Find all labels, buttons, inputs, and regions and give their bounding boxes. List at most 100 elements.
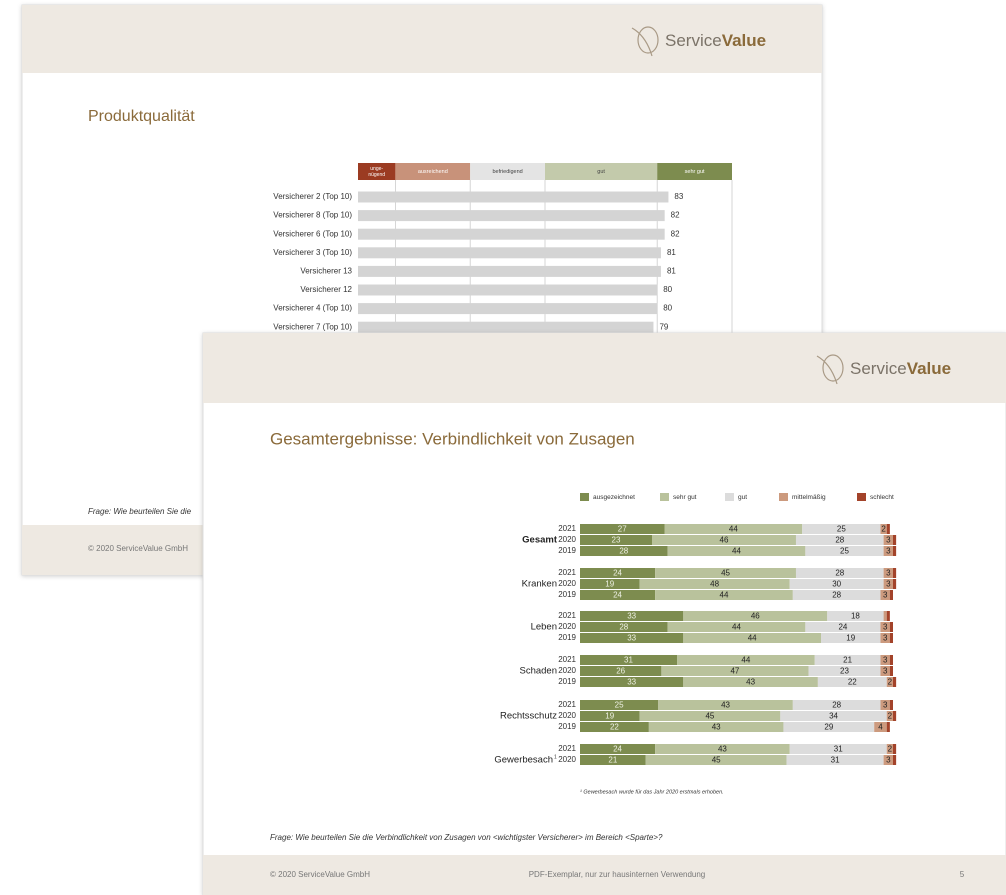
band-label: sehr gut	[685, 169, 705, 175]
bar-segment	[580, 700, 659, 710]
bar-segment	[780, 711, 887, 721]
bar-segment	[805, 546, 884, 556]
category-label: Versicherer 4 (Top 10)	[273, 304, 352, 313]
bar-segment	[893, 568, 897, 578]
bar	[358, 191, 669, 203]
year-label: 2020	[558, 622, 576, 631]
value-label: 44	[748, 634, 757, 643]
bar-segment	[805, 622, 881, 632]
bar-segment	[580, 579, 640, 589]
value-label: 45	[712, 756, 721, 765]
value-label: 2	[888, 745, 893, 754]
bar-segment	[886, 722, 890, 732]
bar-segment	[580, 755, 646, 765]
logo-icon	[816, 355, 838, 385]
bar-segment	[893, 755, 897, 765]
value-label: 3	[886, 580, 891, 589]
bar-segment	[580, 568, 656, 578]
bar	[358, 284, 658, 296]
year-label: 2020	[558, 666, 576, 675]
bar-segment	[893, 744, 897, 754]
value-label: 19	[846, 634, 855, 643]
logo: ServiceValue	[816, 354, 951, 385]
year-label: 2020	[558, 535, 576, 544]
bar-segment	[789, 744, 887, 754]
bar-segment	[886, 711, 893, 721]
bar-segment	[883, 611, 887, 621]
value-label: 24	[838, 623, 847, 632]
bar-segment	[893, 579, 897, 589]
header-band	[22, 5, 822, 73]
bar-segment	[817, 677, 887, 687]
year-label: 2020	[558, 755, 576, 764]
bar-segment	[580, 590, 656, 600]
header-band	[203, 333, 1006, 403]
band-header	[395, 163, 471, 180]
value-label: 24	[613, 569, 622, 578]
value-label: 33	[627, 634, 636, 643]
value-label: 26	[616, 667, 625, 676]
bar-segment	[889, 633, 893, 643]
value-label: 2	[881, 525, 886, 534]
bar-segment	[683, 633, 822, 643]
legend-swatch	[779, 493, 788, 501]
year-label: 2019	[558, 590, 576, 599]
value-label: 24	[613, 745, 622, 754]
year-label: 2021	[558, 655, 576, 664]
value-label: 28	[619, 547, 628, 556]
value-label: 28	[832, 701, 841, 710]
legend-label: mittelmäßig	[792, 494, 826, 501]
bar-segment	[883, 546, 893, 556]
category-label: Versicherer 12	[300, 285, 352, 294]
year-label: 2021	[558, 744, 576, 753]
value-label: 21	[608, 756, 617, 765]
bar-segment	[661, 666, 809, 676]
footnote: ¹ Gewerbesach wurde für das Jahr 2020 er…	[580, 789, 724, 795]
value-label: 82	[671, 211, 680, 220]
value-label: 33	[627, 612, 636, 621]
bar-segment	[886, 677, 893, 687]
value-label: 28	[835, 569, 844, 578]
value-label: 29	[824, 723, 833, 732]
bar	[358, 321, 654, 333]
bar	[358, 303, 658, 315]
band-label: ausreichend	[418, 169, 448, 175]
bar-segment	[667, 622, 806, 632]
bar	[358, 265, 661, 277]
value-label: 3	[886, 756, 891, 765]
logo-value: Value	[907, 359, 951, 378]
value-label: 30	[832, 580, 841, 589]
value-label: 25	[615, 701, 624, 710]
value-label: 28	[835, 536, 844, 545]
value-label: 27	[618, 525, 627, 534]
bar-segment	[580, 535, 652, 545]
band-header	[358, 163, 396, 180]
bar-segment	[792, 590, 881, 600]
band-header	[657, 163, 732, 180]
value-label: 3	[883, 591, 888, 600]
value-label: 18	[851, 612, 860, 621]
group-label: Leben	[531, 622, 557, 633]
legend-swatch	[660, 493, 669, 501]
value-label: 48	[710, 580, 719, 589]
year-label: 2019	[558, 677, 576, 686]
bar-segment	[886, 611, 890, 621]
bar-segment	[667, 546, 806, 556]
bar-segment	[808, 666, 881, 676]
value-label: 43	[721, 701, 730, 710]
bar-segment	[795, 568, 884, 578]
value-label: 28	[619, 623, 628, 632]
value-label: 3	[886, 536, 891, 545]
bar-segment	[639, 579, 790, 589]
value-label: 4	[878, 723, 883, 732]
bar-segment	[883, 755, 893, 765]
value-label: 24	[613, 591, 622, 600]
slide-title: Gesamtergebnisse: Verbindlichkeit von Zu…	[270, 429, 635, 448]
bar	[358, 210, 665, 222]
logo-text: ServiceValue	[665, 31, 766, 50]
group-label: Gesamt	[522, 535, 558, 546]
category-label: Versicherer 13	[300, 267, 352, 276]
value-label: 3	[883, 656, 888, 665]
year-label: 2020	[558, 579, 576, 588]
value-label: 25	[840, 547, 849, 556]
